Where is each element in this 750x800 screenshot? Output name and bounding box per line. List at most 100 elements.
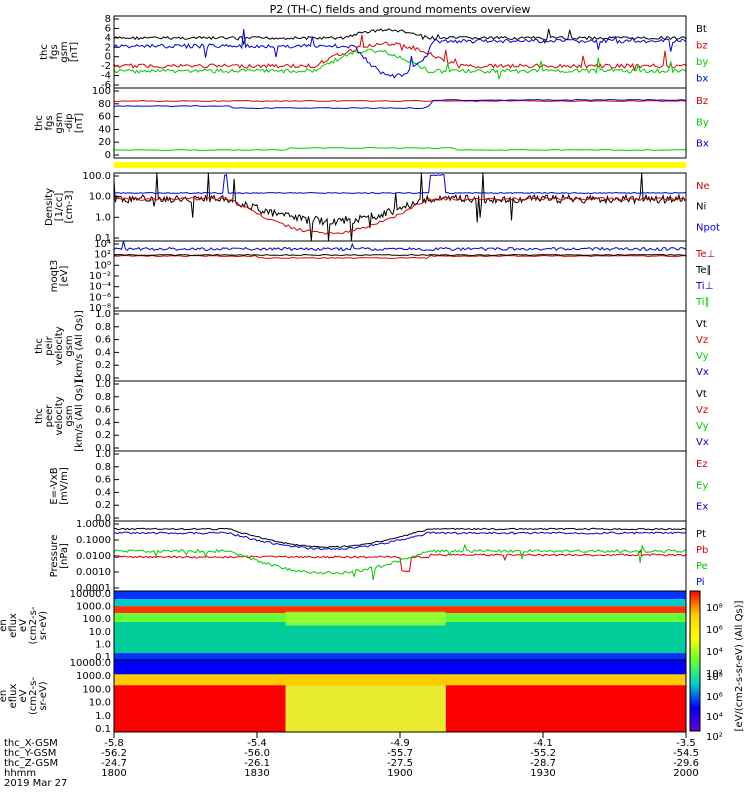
ylabel-line: en: [0, 619, 9, 632]
series-bx: [113, 29, 687, 79]
ylabel-line: [nT]: [74, 113, 85, 133]
tick-label: 0.0: [95, 513, 111, 524]
colorbar-tick: 10⁴: [706, 647, 723, 658]
ylabel-line: thc: [34, 338, 45, 354]
legend-Npot: Npot: [696, 222, 720, 233]
ylabel-line: thc: [34, 115, 45, 131]
colorbar: 10⁸10⁶10⁴10²10⁸10⁶10⁴10²[eV/(cm2-s-sr-eV…: [689, 590, 745, 743]
ylabel-line: gsm: [64, 405, 75, 426]
colorbar-tick: 10²: [706, 732, 723, 743]
ylabel-line: eflux: [8, 613, 19, 638]
panel-frame: [113, 450, 687, 522]
ylabel-line: [km/s (All Qs)]: [74, 310, 85, 382]
x-axis-row-label: hhmm: [4, 768, 36, 779]
tick-label: 10²: [94, 250, 111, 261]
ylabel-line: [1/cc]: [54, 193, 65, 222]
legend-Pi: Pi: [696, 577, 705, 588]
panel-p5: thcpeirvelocitygsm[km/s (All Qs)] 1.0 0.8 0…: [34, 309, 709, 384]
legend-Vy: Vy: [696, 421, 709, 432]
panel-ylabel: thcfgsgsm[nT]: [39, 41, 80, 62]
legend-Vt: Vt: [696, 389, 707, 400]
series-Bt: [113, 28, 687, 46]
x-tick-label: -55.7: [387, 748, 413, 759]
legend-Pt: Pt: [696, 529, 706, 540]
ylabel-line: fgs: [44, 115, 55, 130]
tick-label: -4: [101, 71, 111, 82]
colorbar-gradient: [689, 590, 701, 732]
legend-Ti∥: Ti∥: [695, 297, 710, 308]
ylabel-line: [eV]: [59, 266, 70, 287]
tick-label: 10⁴: [94, 239, 111, 250]
tick-label: 0.2: [95, 360, 111, 371]
ylabel-line: sr-eV): [38, 681, 49, 710]
legend-bx: bx: [696, 74, 708, 85]
ylabel-line: peer: [44, 404, 55, 428]
tick-label: 0.1: [95, 233, 111, 244]
ylabel-line: [mV/m]: [59, 467, 70, 505]
ylabel-line: Pressure: [49, 535, 60, 578]
tick-label: 0.4: [95, 417, 111, 428]
tick-label: 1000.0: [76, 671, 111, 682]
ylabel-line: velocity: [54, 326, 65, 365]
series-Ti: [113, 240, 687, 252]
panel-p7: E=-VxB[mV/m] 1.0 0.8 0.60.4 0.2 0.0 Ez Ey Ex: [49, 449, 708, 524]
colorbar-tick: 10⁸: [706, 672, 723, 683]
figure-title: P2 (TH-C) fields and ground moments over…: [270, 3, 531, 16]
tick-label: 0.8: [95, 462, 111, 473]
ylabel-line: [cm-3]: [64, 190, 75, 223]
x-tick-label: -3.5: [676, 738, 696, 749]
panel-p6: thcpeervelocitygsm[km/s (All Qs)] 1.0 0.8 0…: [34, 379, 709, 454]
legend-Ex: Ex: [696, 502, 708, 513]
legend-Ey: Ey: [696, 480, 708, 491]
tick-label: 100.0: [82, 171, 111, 182]
x-axis-row-label: thc_X-GSM: [4, 738, 58, 749]
legend-Ni: Ni: [696, 202, 706, 213]
ylabel-line: thc: [34, 408, 45, 424]
tick-label: -2: [101, 61, 111, 72]
spectrogram-band: [114, 622, 686, 654]
ylabel-line: thc: [39, 44, 50, 60]
panel-ylabel: Pressure[nPa]: [49, 535, 70, 578]
ylabel-line: en: [0, 690, 9, 703]
ylabel-line: eV: [18, 619, 29, 632]
tick-label: 0.2: [95, 430, 111, 441]
tick-label: 100: [92, 86, 111, 97]
ylabel-line: -dip: [64, 113, 75, 132]
tick-label: 1.0: [95, 639, 111, 650]
colorbar-tick: 10⁴: [706, 712, 723, 723]
legend-by: by: [696, 57, 708, 68]
tick-label: 6: [105, 23, 111, 34]
panel-frame: [113, 310, 687, 382]
spectrogram-band: [114, 674, 686, 686]
panel-ylabel: thcpeerenefluxeV(cm2-s-sr-eV): [0, 677, 49, 715]
series-Ne: [113, 196, 687, 235]
legend-By: By: [696, 117, 709, 128]
x-tick-label: -27.5: [387, 758, 413, 769]
tick-label: 10.0: [89, 698, 111, 709]
ylabel-line: velocity: [54, 396, 65, 435]
x-tick-label: -26.1: [244, 758, 270, 769]
colorbar-tick: 10²: [706, 669, 723, 680]
legend-Vz: Vz: [696, 335, 708, 346]
tick-label: 0.4: [95, 487, 111, 498]
ylabel-line: sr-eV): [38, 611, 49, 640]
legend-Vx: Vx: [696, 367, 709, 378]
panel-ylabel: E=-VxB[mV/m]: [49, 467, 70, 505]
legend-Vt: Vt: [696, 319, 707, 330]
spectrogram-band: [114, 599, 686, 607]
tick-label: 2: [105, 42, 111, 53]
legend-Vx: Vx: [696, 437, 709, 448]
series-Pe: [113, 543, 687, 581]
tick-label: 10.0: [89, 627, 111, 638]
x-tick-label: -56.2: [101, 748, 127, 759]
tick-label: -6: [101, 80, 111, 91]
tick-label: 0.8: [95, 392, 111, 403]
tick-label: 1.0: [95, 449, 111, 460]
ylabel-line: moqt3: [49, 260, 60, 293]
legend-Ne: Ne: [696, 181, 710, 192]
series-Bx: [113, 98, 687, 110]
panel-frame: [113, 240, 687, 312]
